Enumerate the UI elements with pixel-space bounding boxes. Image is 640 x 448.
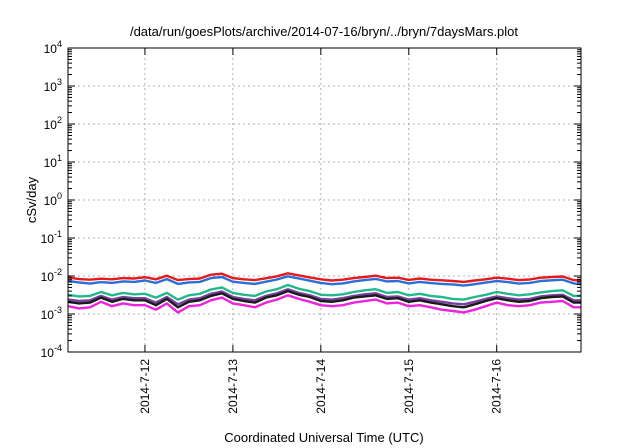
y-tick-label: 10-1 — [41, 229, 62, 246]
series-line — [67, 289, 581, 309]
y-tick-label: 10-3 — [41, 305, 62, 322]
y-tick-labels: 10-4 10-3 10-2 10-1 100 101 102 103 104 — [41, 39, 62, 360]
x-tick-label: 2014-7-12 — [138, 359, 152, 414]
axis-ticks — [68, 47, 581, 353]
x-axis-label: Coordinated Universal Time (UTC) — [224, 430, 423, 445]
x-tick-labels: 2014-7-12 2014-7-13 2014-7-14 2014-7-15 2014… — [138, 359, 504, 414]
y-tick-label: 10-4 — [41, 343, 62, 360]
grid-lines — [68, 48, 581, 352]
x-tick-label: 2014-7-13 — [226, 359, 240, 414]
series-line — [67, 275, 582, 287]
y-tick-label: 103 — [44, 77, 62, 94]
y-tick-label: 102 — [44, 115, 62, 132]
series-line — [67, 294, 581, 314]
x-tick-label: 2014-7-14 — [314, 359, 328, 414]
y-tick-label: 104 — [44, 39, 62, 56]
x-tick-label: 2014-7-15 — [402, 359, 416, 414]
y-axis-label: cSv/day — [24, 176, 39, 223]
series-line — [67, 272, 582, 284]
series-line — [67, 288, 581, 306]
x-tick-label: 2014-7-16 — [490, 359, 504, 414]
series-lines — [67, 272, 582, 314]
y-tick-label: 100 — [44, 191, 62, 208]
chart-title: /data/run/goesPlots/archive/2014-07-16/b… — [130, 24, 518, 39]
series-line — [67, 283, 581, 301]
y-tick-label: 10-2 — [41, 267, 62, 284]
y-tick-label: 101 — [44, 153, 62, 170]
